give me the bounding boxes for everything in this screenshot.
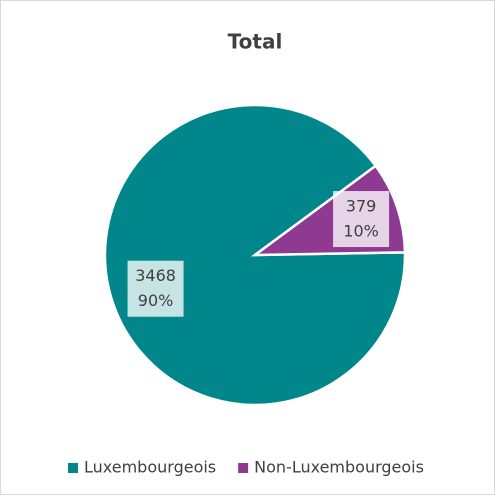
legend-swatch <box>68 463 78 473</box>
data-label-box <box>127 260 184 317</box>
legend-swatch <box>238 463 249 473</box>
data-label-box <box>333 191 390 248</box>
data-label-percent: 10% <box>343 222 379 241</box>
legend-label: Luxembourgeois <box>84 458 216 477</box>
chart-title: Total <box>228 30 283 54</box>
data-label-value: 3468 <box>135 266 176 285</box>
data-label-value: 379 <box>346 197 377 216</box>
legend-label: Non-Luxembourgeois <box>254 458 424 477</box>
data-label-percent: 90% <box>138 291 174 310</box>
